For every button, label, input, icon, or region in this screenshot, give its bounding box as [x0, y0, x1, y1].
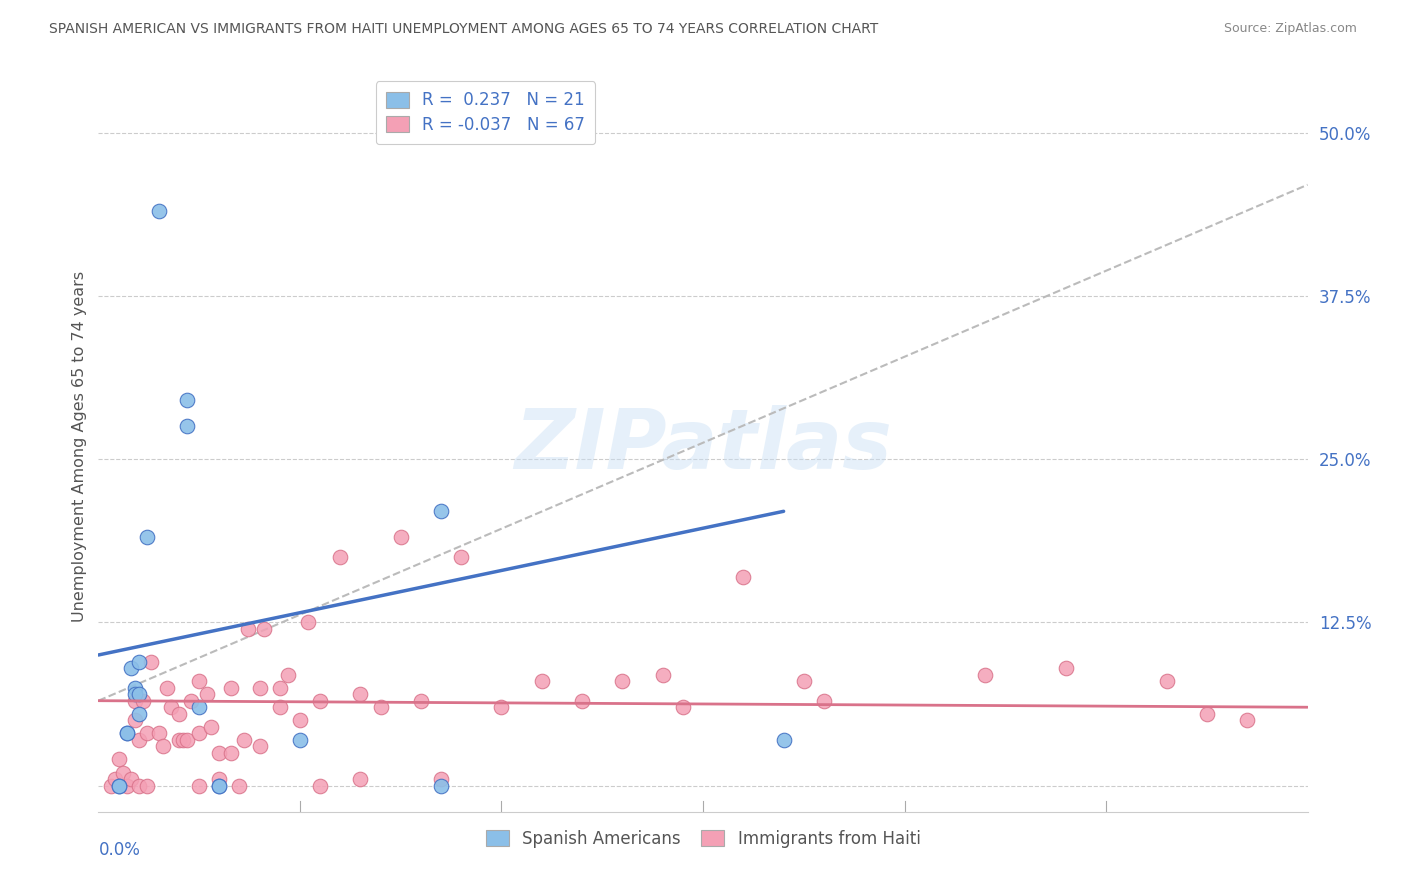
Point: [430, 772, 453, 786]
Point: [1054, 661, 1077, 675]
Point: [249, 739, 271, 754]
Point: [208, 779, 231, 793]
Point: [188, 674, 211, 689]
Point: [269, 681, 291, 695]
Point: [139, 655, 162, 669]
Point: [100, 779, 122, 793]
Point: [176, 419, 198, 434]
Point: [160, 700, 183, 714]
Point: [297, 615, 319, 630]
Point: [107, 779, 129, 793]
Point: [329, 549, 352, 564]
Point: [389, 530, 412, 544]
Point: [733, 569, 755, 583]
Point: [208, 779, 231, 793]
Point: [128, 779, 150, 793]
Text: Source: ZipAtlas.com: Source: ZipAtlas.com: [1223, 22, 1357, 36]
Point: [651, 667, 673, 681]
Text: ZIPatlas: ZIPatlas: [515, 406, 891, 486]
Point: [115, 726, 138, 740]
Point: [200, 720, 222, 734]
Point: [148, 726, 170, 740]
Point: [349, 687, 371, 701]
Point: [309, 694, 332, 708]
Point: [128, 687, 150, 701]
Point: [1236, 714, 1258, 728]
Point: [269, 700, 291, 714]
Text: 0.0%: 0.0%: [98, 841, 141, 859]
Point: [128, 655, 150, 669]
Point: [409, 694, 432, 708]
Y-axis label: Unemployment Among Ages 65 to 74 years: Unemployment Among Ages 65 to 74 years: [72, 270, 87, 622]
Point: [115, 726, 138, 740]
Point: [107, 779, 129, 793]
Point: [974, 667, 997, 681]
Point: [124, 687, 146, 701]
Point: [132, 694, 155, 708]
Point: [228, 779, 250, 793]
Point: [571, 694, 593, 708]
Point: [530, 674, 553, 689]
Point: [221, 746, 243, 760]
Point: [793, 674, 815, 689]
Point: [277, 667, 299, 681]
Point: [772, 732, 794, 747]
Point: [167, 706, 190, 721]
Point: [120, 661, 142, 675]
Point: [249, 681, 271, 695]
Point: [124, 694, 146, 708]
Point: [430, 779, 453, 793]
Point: [111, 765, 134, 780]
Point: [167, 732, 190, 747]
Point: [1195, 706, 1218, 721]
Point: [128, 706, 150, 721]
Point: [176, 393, 198, 408]
Point: [430, 504, 453, 518]
Point: [188, 700, 211, 714]
Point: [813, 694, 835, 708]
Point: [107, 752, 129, 766]
Point: [188, 726, 211, 740]
Point: [152, 739, 174, 754]
Point: [135, 530, 157, 544]
Point: [450, 549, 472, 564]
Point: [124, 681, 146, 695]
Point: [176, 732, 198, 747]
Point: [672, 700, 695, 714]
Point: [120, 772, 142, 786]
Point: [180, 694, 202, 708]
Point: [208, 746, 231, 760]
Point: [612, 674, 634, 689]
Point: [135, 779, 157, 793]
Point: [370, 700, 392, 714]
Point: [115, 779, 138, 793]
Point: [135, 726, 157, 740]
Point: [172, 732, 194, 747]
Point: [236, 622, 259, 636]
Legend: Spanish Americans, Immigrants from Haiti: Spanish Americans, Immigrants from Haiti: [479, 823, 927, 855]
Point: [188, 779, 211, 793]
Point: [124, 714, 146, 728]
Point: [309, 779, 332, 793]
Point: [491, 700, 513, 714]
Point: [253, 622, 276, 636]
Point: [208, 772, 231, 786]
Point: [1156, 674, 1178, 689]
Point: [128, 732, 150, 747]
Point: [195, 687, 218, 701]
Point: [156, 681, 179, 695]
Point: [221, 681, 243, 695]
Point: [232, 732, 254, 747]
Point: [148, 203, 170, 218]
Point: [288, 714, 311, 728]
Point: [288, 732, 311, 747]
Point: [349, 772, 371, 786]
Text: SPANISH AMERICAN VS IMMIGRANTS FROM HAITI UNEMPLOYMENT AMONG AGES 65 TO 74 YEARS: SPANISH AMERICAN VS IMMIGRANTS FROM HAIT…: [49, 22, 879, 37]
Point: [103, 772, 125, 786]
